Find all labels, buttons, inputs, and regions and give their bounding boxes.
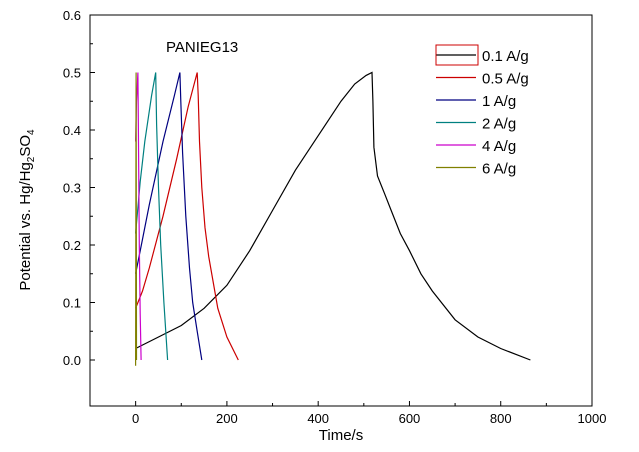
y-tick-label: 0.6 bbox=[63, 8, 81, 23]
y-axis-label: Potential vs. Hg/Hg2SO4 bbox=[17, 129, 37, 291]
x-tick-label: 400 bbox=[307, 411, 329, 426]
series-line-2-A-g bbox=[135, 72, 169, 361]
y-tick-label: 0.5 bbox=[63, 66, 81, 81]
y-tick-label: 0.4 bbox=[63, 123, 81, 138]
x-axis-label: Time/s bbox=[319, 427, 363, 444]
x-tick-label: 1000 bbox=[578, 411, 607, 426]
legend-label: 4 A/g bbox=[482, 138, 516, 155]
legend-label: 1 A/g bbox=[482, 93, 516, 110]
series-line-1-A-g bbox=[135, 72, 203, 361]
plot-frame bbox=[89, 14, 593, 407]
annotation: PANIEG13 bbox=[166, 39, 238, 56]
x-tick-label: 0 bbox=[132, 411, 139, 426]
y-tick-label: 0.0 bbox=[63, 353, 81, 368]
x-tick-label: 600 bbox=[399, 411, 421, 426]
series-line-0-1-A-g bbox=[135, 71, 531, 361]
y-tick-label: 0.3 bbox=[63, 181, 81, 196]
legend-label: 2 A/g bbox=[482, 116, 516, 133]
series-line-6-A-g bbox=[135, 72, 138, 366]
legend-label: 6 A/g bbox=[482, 161, 516, 178]
legend-highlight-box bbox=[435, 44, 479, 66]
x-tick-label: 200 bbox=[216, 411, 238, 426]
legend-label: 0.1 A/g bbox=[482, 48, 529, 65]
series-line-0-5-A-g bbox=[135, 72, 239, 361]
legend-label: 0.5 A/g bbox=[482, 71, 529, 88]
x-tick-label: 800 bbox=[490, 411, 512, 426]
y-tick-label: 0.1 bbox=[63, 296, 81, 311]
y-tick-label: 0.2 bbox=[63, 238, 81, 253]
